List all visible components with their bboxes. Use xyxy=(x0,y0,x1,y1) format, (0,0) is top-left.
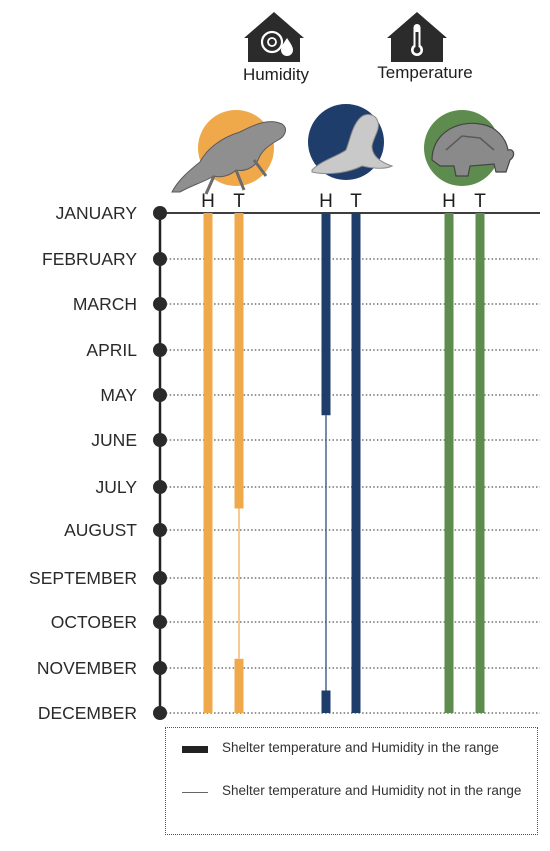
month-label-november: NOVEMBER xyxy=(37,658,137,678)
legend-in-range-text: Shelter temperature and Humidity in the … xyxy=(222,740,499,755)
legend-box: Shelter temperature and Humidity in the … xyxy=(165,727,538,835)
month-dot-december xyxy=(153,706,167,720)
tortoise-icon xyxy=(424,110,515,186)
month-label-april: APRIL xyxy=(86,340,137,360)
month-label-february: FEBRUARY xyxy=(42,249,137,269)
month-dot-september xyxy=(153,571,167,585)
month-dot-october xyxy=(153,615,167,629)
iguana-temperature-bar-2 xyxy=(234,658,244,713)
legend-not-in-range-text: Shelter temperature and Humidity not in … xyxy=(222,783,522,798)
month-label-october: OCTOBER xyxy=(51,612,137,632)
tortoise-t-label: T xyxy=(474,191,486,212)
thick-bar-swatch xyxy=(182,746,208,753)
month-dot-april xyxy=(153,343,167,357)
thin-line-swatch xyxy=(182,792,208,793)
month-dot-february xyxy=(153,252,167,266)
month-label-july: JULY xyxy=(96,477,138,497)
month-label-january: JANUARY xyxy=(56,203,138,223)
legend-in-range: Shelter temperature and Humidity in the … xyxy=(182,740,522,756)
tortoise-temperature-bar-0 xyxy=(475,213,485,713)
humidity-header-label: Humidity xyxy=(243,65,310,84)
month-dot-july xyxy=(153,480,167,494)
month-dot-march xyxy=(153,297,167,311)
timeline-area: JANUARY FEBRUARY MARCH APRIL MAY JUNE JULY AUGU… xyxy=(29,191,540,723)
tortoise-humidity-bar-0 xyxy=(444,213,454,713)
month-dot-may xyxy=(153,388,167,402)
month-dot-august xyxy=(153,523,167,537)
month-label-august: AUGUST xyxy=(64,520,137,540)
month-dot-november xyxy=(153,661,167,675)
sea-lion-temperature-bar-0 xyxy=(351,213,361,713)
sea-lion-humidity-bar-0 xyxy=(321,213,331,416)
house-thermometer-icon xyxy=(387,12,447,62)
iguana-humidity-bar-0 xyxy=(203,213,213,713)
sea-lion-icon xyxy=(308,104,394,180)
tortoise-h-label: H xyxy=(442,191,456,212)
month-label-september: SEPTEMBER xyxy=(29,568,137,588)
month-label-june: JUNE xyxy=(91,430,137,450)
sea-lion-humidity-bar-2 xyxy=(321,690,331,713)
sea-lion-h-label: H xyxy=(319,191,333,212)
iguana-h-label: H xyxy=(201,191,215,212)
month-label-december: DECEMBER xyxy=(38,703,137,723)
legend-not-in-range: Shelter temperature and Humidity not in … xyxy=(182,783,522,799)
house-humidity-icon xyxy=(244,12,304,62)
month-dot-january xyxy=(153,206,167,220)
month-dot-june xyxy=(153,433,167,447)
month-label-march: MARCH xyxy=(73,294,137,314)
iguana-temperature-bar-0 xyxy=(234,213,244,509)
temperature-header-label: Temperature xyxy=(377,63,472,82)
month-label-may: MAY xyxy=(100,385,137,405)
iguana-t-label: T xyxy=(233,191,245,212)
sea-lion-t-label: T xyxy=(350,191,362,212)
iguana-icon xyxy=(171,110,286,195)
